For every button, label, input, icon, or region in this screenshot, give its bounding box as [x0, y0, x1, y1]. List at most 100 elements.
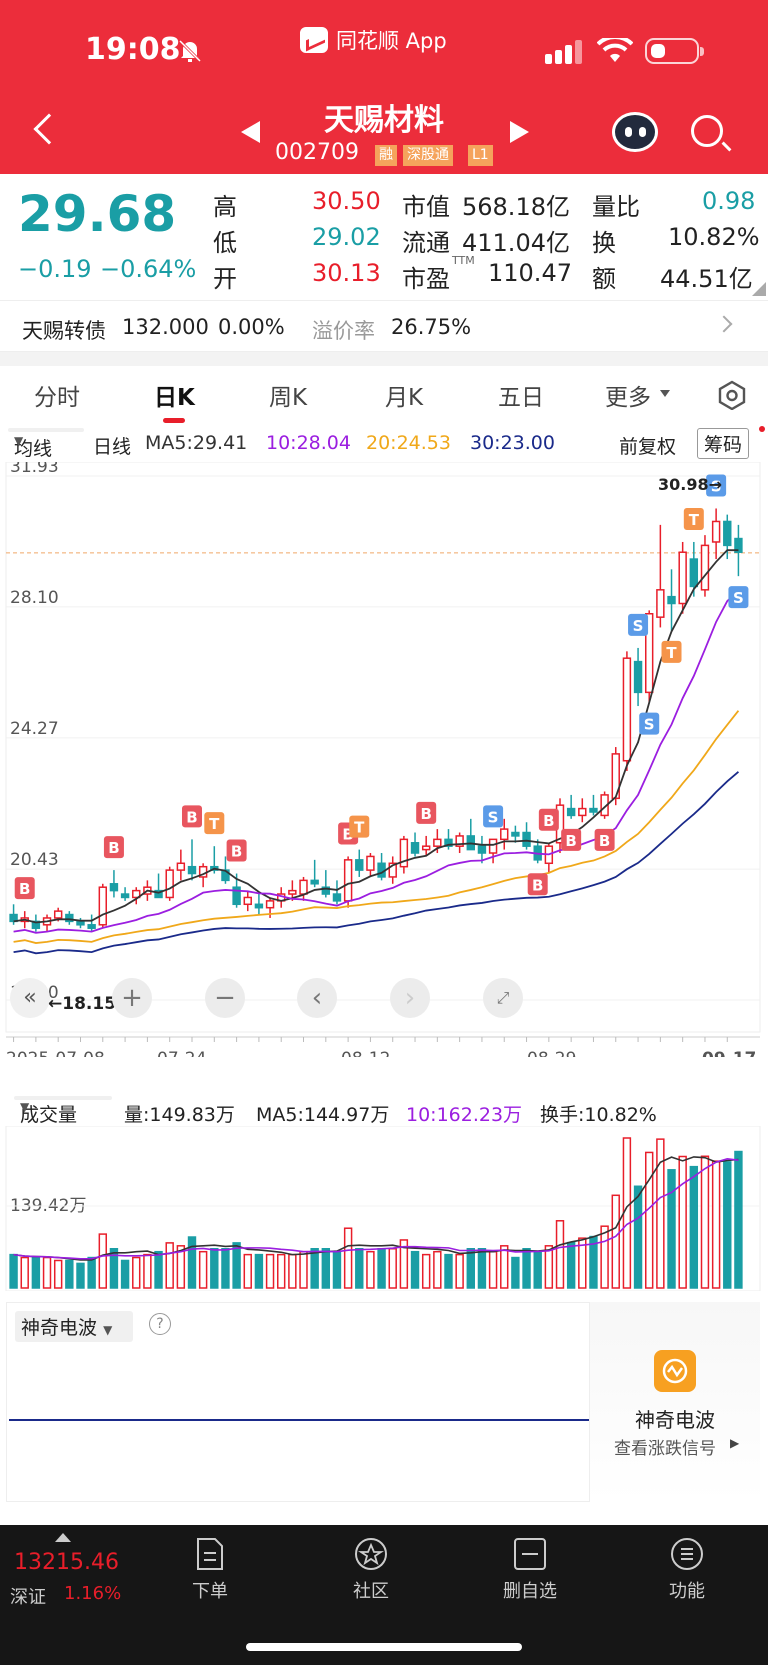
- premium-value: 26.75%: [391, 315, 472, 339]
- active-tab-indicator: [163, 418, 185, 423]
- mcap-label: 市值: [402, 193, 450, 221]
- adjust-select[interactable]: 前复权: [619, 436, 677, 458]
- volume-bar: [221, 1248, 230, 1289]
- min-price-label: ←18.15: [48, 994, 117, 1014]
- scroll-right-button[interactable]: ›: [390, 978, 430, 1018]
- index-pct: 1.16%: [64, 1583, 122, 1604]
- signal-marker: [538, 808, 559, 831]
- top-header: 19:08 同花顺 App 天赐材料 002709 融 深股通 L1: [0, 0, 768, 174]
- x-tick-label: 08-12: [341, 1049, 390, 1057]
- expand-up-icon[interactable]: [55, 1533, 71, 1542]
- premium-label: 溢价率: [312, 319, 375, 343]
- wave-select[interactable]: 神奇电波 ▼: [15, 1311, 133, 1342]
- volume-ma10: 10:162.23万: [406, 1104, 523, 1126]
- signal-label: B: [19, 880, 30, 898]
- signal-marker: [728, 586, 749, 609]
- candle-body: [444, 838, 453, 847]
- chart-frame: [5, 462, 761, 1033]
- x-tick-label: 2025-07-08: [6, 1049, 105, 1057]
- open-label: 开: [213, 265, 237, 293]
- volume-header: 成交量 ▼ 量:149.83万 MA5:144.97万 10:162.23万 换…: [0, 1096, 768, 1130]
- signal-label: S: [644, 716, 655, 734]
- signal-label: S: [633, 617, 644, 635]
- volume-bar: [355, 1248, 364, 1289]
- turnover-value: 10.82%: [668, 223, 760, 251]
- candle-body: [578, 807, 587, 817]
- volume-bar: [132, 1256, 141, 1289]
- signal-label: T: [666, 644, 677, 662]
- dropdown-icon: ▼: [103, 1323, 113, 1337]
- app-indicator: 同花顺 App: [300, 25, 447, 55]
- next-stock-icon[interactable]: [510, 121, 529, 143]
- candle-body: [343, 859, 353, 902]
- candle-body: [377, 862, 386, 878]
- candle-body: [734, 537, 743, 553]
- signal-marker: [204, 812, 225, 835]
- community-label: 社区: [353, 1581, 389, 1602]
- zoom-in-button[interactable]: +: [112, 978, 152, 1018]
- robot-assistant-icon[interactable]: [612, 112, 658, 152]
- scroll-left-button[interactable]: ‹: [297, 978, 337, 1018]
- tab-five-day[interactable]: 五日: [498, 385, 544, 411]
- volume-bar: [53, 1259, 63, 1289]
- pe-label: 市盈: [402, 265, 450, 293]
- volume-bar: [578, 1237, 587, 1289]
- index-value[interactable]: 13215.46: [14, 1550, 119, 1575]
- remove-watchlist-label: 删自选: [503, 1581, 557, 1602]
- volume-bar: [143, 1253, 152, 1289]
- volume-bar: [9, 1253, 18, 1289]
- volume-bar: [366, 1250, 375, 1289]
- signal-label: S: [733, 589, 744, 607]
- volume-chart[interactable]: 139.42万: [0, 1126, 768, 1291]
- candle-body: [388, 862, 397, 878]
- chips-button[interactable]: 筹码: [697, 428, 750, 459]
- volume-bar: [76, 1262, 85, 1289]
- kline-chart[interactable]: 31.9328.1024.2720.4316.60BBBTBBTBBSBBBSS…: [0, 462, 768, 1057]
- search-icon[interactable]: [691, 115, 723, 147]
- volume-bar: [533, 1250, 542, 1289]
- remove-watchlist-button[interactable]: 删自选: [490, 1537, 570, 1603]
- volume-ma10-line: [13, 1157, 739, 1260]
- candle-body: [678, 551, 687, 605]
- scroll-left-fast-button[interactable]: «: [10, 978, 50, 1018]
- help-icon[interactable]: ?: [149, 1313, 171, 1335]
- y-tick-label: 20.43: [10, 850, 59, 870]
- period-label: 日线: [93, 436, 132, 458]
- community-button[interactable]: 社区: [331, 1537, 411, 1603]
- candle-body: [611, 753, 620, 800]
- volume-bar: [332, 1250, 342, 1289]
- functions-label: 功能: [669, 1581, 705, 1602]
- volume-bar: [98, 1233, 107, 1289]
- functions-button[interactable]: 功能: [647, 1537, 727, 1603]
- volume-bar: [265, 1253, 275, 1289]
- app-logo-icon: [300, 27, 328, 53]
- settings-hexagon-icon[interactable]: [717, 380, 747, 410]
- order-button[interactable]: 下单: [170, 1537, 250, 1603]
- prev-stock-icon[interactable]: [241, 121, 260, 143]
- candle-body: [65, 913, 74, 923]
- candle-body: [689, 558, 699, 588]
- zoom-out-button[interactable]: −: [205, 978, 245, 1018]
- candle-body: [355, 859, 364, 871]
- signal-label: B: [186, 808, 197, 826]
- signal-label: T: [689, 511, 700, 529]
- tab-monthly[interactable]: 月K: [385, 385, 424, 411]
- ma-select[interactable]: 均线 ▼: [8, 428, 84, 460]
- tab-weekly[interactable]: 周K: [269, 385, 308, 411]
- fullscreen-button[interactable]: ⤢: [483, 978, 523, 1018]
- wave-promo[interactable]: 神奇电波 查看涨跌信号 ▶: [590, 1302, 760, 1502]
- candle-body: [288, 889, 297, 895]
- convertible-bond-row[interactable]: 天赐转债 132.000 0.00% 溢价率 26.75%: [0, 300, 768, 352]
- tab-more[interactable]: 更多: [605, 385, 651, 411]
- signal-marker: [103, 836, 124, 859]
- tab-daily[interactable]: 日K: [154, 385, 195, 411]
- candle-body: [410, 842, 420, 854]
- expand-corner-icon[interactable]: [752, 282, 766, 296]
- signal-label: B: [231, 843, 242, 861]
- home-indicator: [246, 1643, 522, 1651]
- wave-subtitle: 查看涨跌信号: [614, 1439, 716, 1459]
- tab-minute[interactable]: 分时: [34, 385, 80, 411]
- volume-ma5: MA5:144.97万: [256, 1104, 390, 1126]
- low-value: 29.02: [312, 223, 381, 251]
- volume-select[interactable]: 成交量 ▼: [14, 1096, 112, 1126]
